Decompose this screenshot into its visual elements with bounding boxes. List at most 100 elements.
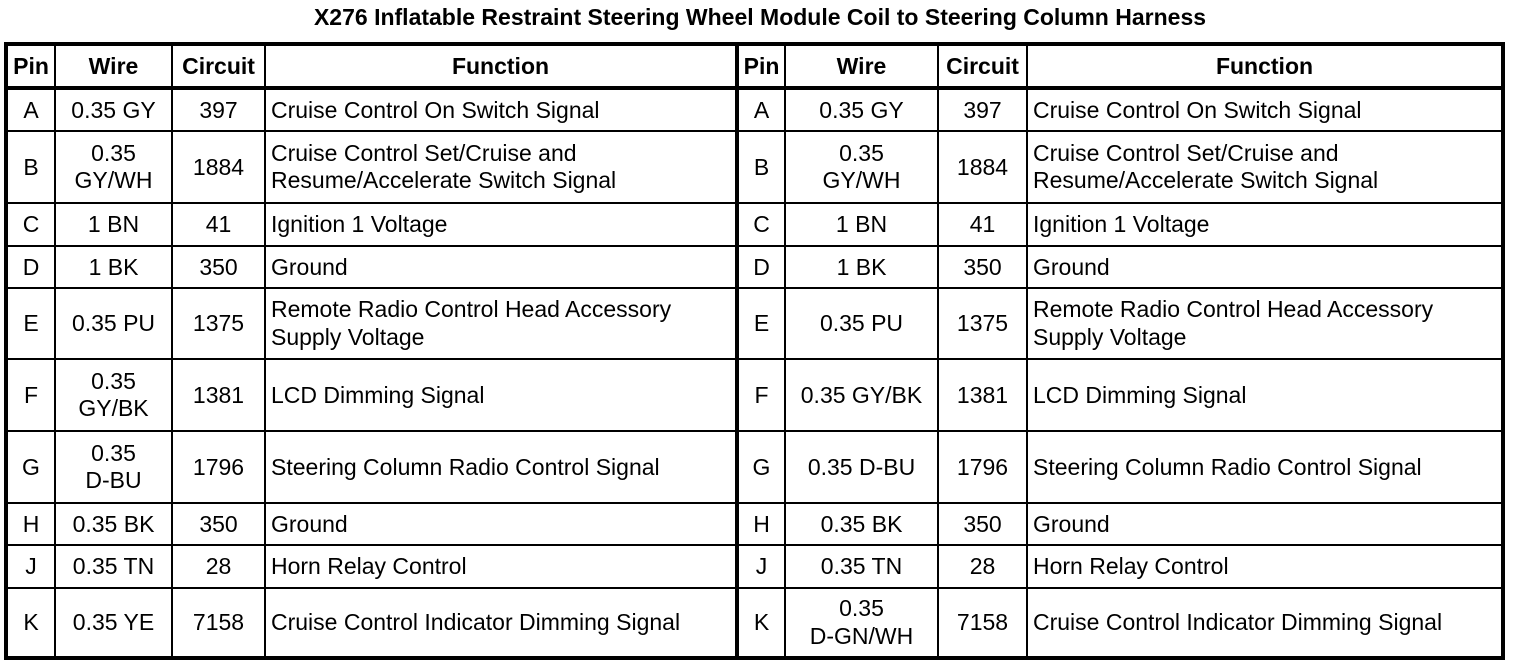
circuit-cell: 350 [171, 502, 266, 547]
pin-cell: G [735, 430, 786, 505]
wire-cell: 0.35 D-BU [54, 430, 173, 505]
table-row-b: B 0.35 GY/WH 1884 Cruise Control Set/Cru… [5, 130, 1504, 205]
wire-cell: 0.35 BK [784, 502, 939, 547]
circuit-cell: 41 [937, 202, 1028, 248]
pin-cell: E [735, 287, 786, 361]
wire-cell: 0.35 YE [54, 587, 173, 660]
wire-cell: 1 BN [54, 202, 173, 248]
function-cell: Steering Column Radio Control Signal [264, 430, 738, 505]
function-cell: Ground [1026, 502, 1504, 547]
circuit-cell: 397 [937, 87, 1028, 133]
function-cell: Steering Column Radio Control Signal [1026, 430, 1504, 505]
circuit-cell: 7158 [171, 587, 266, 660]
function-cell: Ignition 1 Voltage [1026, 202, 1504, 248]
function-cell: LCD Dimming Signal [1026, 358, 1504, 433]
pin-cell: J [735, 544, 786, 590]
wire-cell: 0.35 D-GN/WH [784, 587, 939, 660]
pin-cell: F [5, 358, 56, 433]
circuit-cell: 1381 [937, 358, 1028, 433]
pin-cell: H [735, 502, 786, 547]
wire-cell: 0.35 D-BU [784, 430, 939, 505]
pin-cell: G [5, 430, 56, 505]
function-cell: Cruise Control Set/Cruise and Resume/Acc… [264, 130, 738, 205]
header-function-right: Function [1026, 43, 1504, 91]
table-row-g: G 0.35 D-BU 1796 Steering Column Radio C… [5, 430, 1504, 505]
pin-cell: D [5, 245, 56, 290]
table-row-k: K 0.35 YE 7158 Cruise Control Indicator … [5, 587, 1504, 660]
function-cell: Remote Radio Control Head Accessory Supp… [264, 287, 738, 361]
circuit-cell: 1375 [171, 287, 266, 361]
wire-cell: 0.35 BK [54, 502, 173, 547]
wire-cell: 0.35 GY [54, 87, 173, 133]
circuit-cell: 350 [937, 502, 1028, 547]
wire-cell: 0.35 GY/BK [54, 358, 173, 433]
circuit-cell: 350 [171, 245, 266, 290]
function-cell: Cruise Control Indicator Dimming Signal [264, 587, 738, 660]
wire-cell: 1 BK [54, 245, 173, 290]
pin-cell: D [735, 245, 786, 290]
circuit-cell: 28 [937, 544, 1028, 590]
table-row-f: F 0.35 GY/BK 1381 LCD Dimming Signal F 0… [5, 358, 1504, 433]
function-cell: Cruise Control On Switch Signal [264, 87, 738, 133]
table-row-d: D 1 BK 350 Ground D 1 BK 350 Ground [5, 245, 1504, 290]
pin-cell: J [5, 544, 56, 590]
function-cell: Cruise Control Indicator Dimming Signal [1026, 587, 1504, 660]
header-wire-left: Wire [54, 43, 173, 91]
pin-cell: C [5, 202, 56, 248]
circuit-cell: 1796 [937, 430, 1028, 505]
header-row: Pin Wire Circuit Function Pin Wire Circu… [5, 43, 1504, 91]
function-cell: Horn Relay Control [1026, 544, 1504, 590]
circuit-cell: 350 [937, 245, 1028, 290]
pin-cell: H [5, 502, 56, 547]
page-title: X276 Inflatable Restraint Steering Wheel… [313, 4, 1207, 30]
table-row-h: H 0.35 BK 350 Ground H 0.35 BK 350 Groun… [5, 502, 1504, 547]
pin-cell: B [5, 130, 56, 205]
wire-cell: 0.35 GY/WH [784, 130, 939, 205]
wire-cell: 0.35 GY [784, 87, 939, 133]
header-circuit-right: Circuit [937, 43, 1028, 91]
pinout-table: Pin Wire Circuit Function Pin Wire Circu… [4, 42, 1505, 661]
pin-cell: E [5, 287, 56, 361]
wire-cell: 1 BK [784, 245, 939, 290]
pin-cell: K [735, 587, 786, 660]
header-pin-left: Pin [5, 43, 56, 91]
wire-cell: 1 BN [784, 202, 939, 248]
wire-cell: 0.35 GY/BK [784, 358, 939, 433]
circuit-cell: 1884 [937, 130, 1028, 205]
pin-cell: B [735, 130, 786, 205]
circuit-cell: 1796 [171, 430, 266, 505]
pin-cell: A [735, 87, 786, 133]
header-circuit-left: Circuit [171, 43, 266, 91]
pin-cell: C [735, 202, 786, 248]
wire-cell: 0.35 PU [784, 287, 939, 361]
pin-cell: F [735, 358, 786, 433]
header-pin-right: Pin [735, 43, 786, 91]
function-cell: LCD Dimming Signal [264, 358, 738, 433]
function-cell: Remote Radio Control Head Accessory Supp… [1026, 287, 1504, 361]
wire-cell: 0.35 TN [784, 544, 939, 590]
circuit-cell: 1884 [171, 130, 266, 205]
circuit-cell: 28 [171, 544, 266, 590]
header-wire-right: Wire [784, 43, 939, 91]
table-row-a: A 0.35 GY 397 Cruise Control On Switch S… [5, 87, 1504, 133]
wire-cell: 0.35 TN [54, 544, 173, 590]
circuit-cell: 1381 [171, 358, 266, 433]
wire-cell: 0.35 GY/WH [54, 130, 173, 205]
function-cell: Ground [1026, 245, 1504, 290]
function-cell: Ignition 1 Voltage [264, 202, 738, 248]
pin-cell: K [5, 587, 56, 660]
header-function-left: Function [264, 43, 738, 91]
function-cell: Ground [264, 245, 738, 290]
table-row-e: E 0.35 PU 1375 Remote Radio Control Head… [5, 287, 1504, 361]
circuit-cell: 7158 [937, 587, 1028, 660]
pin-cell: A [5, 87, 56, 133]
table-row-j: J 0.35 TN 28 Horn Relay Control J 0.35 T… [5, 544, 1504, 590]
function-cell: Cruise Control On Switch Signal [1026, 87, 1504, 133]
wire-cell: 0.35 PU [54, 287, 173, 361]
circuit-cell: 41 [171, 202, 266, 248]
function-cell: Horn Relay Control [264, 544, 738, 590]
table-row-c: C 1 BN 41 Ignition 1 Voltage C 1 BN 41 I… [5, 202, 1504, 248]
circuit-cell: 397 [171, 87, 266, 133]
function-cell: Cruise Control Set/Cruise and Resume/Acc… [1026, 130, 1504, 205]
circuit-cell: 1375 [937, 287, 1028, 361]
